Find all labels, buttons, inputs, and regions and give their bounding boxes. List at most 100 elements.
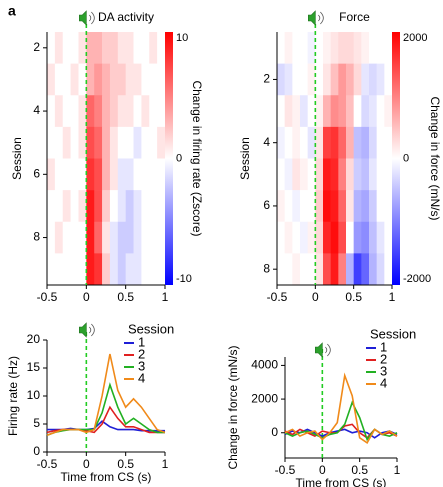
heatmap-cell [133,253,142,286]
heatmap-cell [346,221,354,254]
heatmap-cell [384,190,393,223]
legend-label: 3 [138,358,145,373]
heatmap-cell [47,158,56,191]
heatmap-cell [86,190,95,223]
heatmap-cell [346,253,354,286]
legend-label: 1 [380,339,387,354]
heatmap-cell [292,190,301,223]
heatmap-cell [86,221,95,254]
x-tick-label: -0.5 [37,457,58,471]
heatmap-cell [300,221,308,254]
heatmap-cell [47,32,56,64]
heatmap-cell [117,190,126,223]
heatmap-cell [133,158,142,191]
heatmap-cell [376,63,385,96]
heatmap-cell [292,95,301,128]
heatmap-cell [54,190,64,223]
y-axis-label: Change in force (mN/s) [226,345,240,469]
heatmap-cell [141,63,150,96]
heatmap-cell [78,221,87,254]
heatmap-cell [109,32,119,64]
heatmap-cell [307,253,316,286]
x-tick-label: 1 [162,290,169,304]
heatmap-cell [70,32,79,64]
heatmap-cell [54,253,64,286]
heatmap-cell [369,190,377,223]
heatmap-cell [109,253,119,286]
heatmap-cell [62,32,71,64]
heatmap-cell [300,95,308,128]
heatmap-cell [292,158,301,191]
heatmap-cell [70,95,79,128]
heatmap-cell [149,253,158,286]
heatmap-cell [149,95,158,128]
heatmap-cell [300,126,308,159]
heatmap-cell [125,32,134,64]
heatmap-cell [384,95,393,128]
heatmap-cell [149,221,158,254]
heatmap-cell [70,158,79,191]
heatmap-cell [346,126,354,159]
heatmap-cell [353,190,362,223]
heatmap-cell [369,158,377,191]
heatmap-cell [315,158,324,191]
heatmap-cell [149,126,158,159]
colorbar-label: Change in firing rate (Zscore) [190,80,204,236]
heatmap-cell [86,253,95,286]
heatmap-cell [277,126,285,159]
heatmap-cell [133,126,142,159]
heatmap-cell [315,95,324,128]
panel-label: a [8,3,16,19]
heatmap-cell [62,253,71,286]
heatmap-cell [102,32,111,64]
heatmap-cell [284,253,293,286]
series-line [46,353,166,436]
heatmap-cell [133,32,142,64]
heatmap-cell [117,63,126,96]
heatmap-cell [157,126,166,159]
heatmap-cell [353,253,362,286]
x-tick-label: -0.5 [37,290,58,304]
heatmap-cell [300,190,308,223]
heatmap-cell [86,158,95,191]
heatmap-cell [376,190,385,223]
heatmap-cell [330,253,339,286]
heatmap-cell [141,126,150,159]
heatmap-cell [292,221,301,254]
heatmap-cell [125,158,134,191]
heatmap-cell [300,63,308,96]
heatmap-cell [361,63,370,96]
colorbar [392,32,400,285]
heatmap-cell [346,158,354,191]
heatmap-cell [125,221,134,254]
heatmap-cell [149,158,158,191]
heatmap-cell [346,190,354,223]
y-tick-label: 0 [33,444,40,458]
heatmap-cell [125,190,134,223]
speaker-icon [315,342,323,358]
x-tick-label: 0.5 [345,290,362,304]
x-tick-label: 0 [312,290,319,304]
heatmap-cell [361,32,370,64]
y-tick-label: 4000 [251,358,278,372]
heatmap-cell [338,32,347,64]
heatmap-cell [376,253,385,286]
heatmap-cell [369,253,377,286]
heatmap-cell [125,126,134,159]
legend-title: Session [370,326,416,341]
heatmap-cell [361,253,370,286]
y-tick-label: 2 [263,72,270,86]
heatmap-cell [284,32,293,64]
heatmap-cell [78,95,87,128]
heatmap-cell [94,95,103,128]
heatmap-cell [300,158,308,191]
heatmap-cell [330,63,339,96]
heatmap-cell [323,221,331,254]
colorbar-tick-label: 0 [403,152,409,164]
heatmap-cell [117,158,126,191]
x-tick-label: 0.5 [117,290,134,304]
heatmap-cell [376,95,385,128]
heatmap-cell [376,32,385,64]
heatmap-cell [346,32,354,64]
